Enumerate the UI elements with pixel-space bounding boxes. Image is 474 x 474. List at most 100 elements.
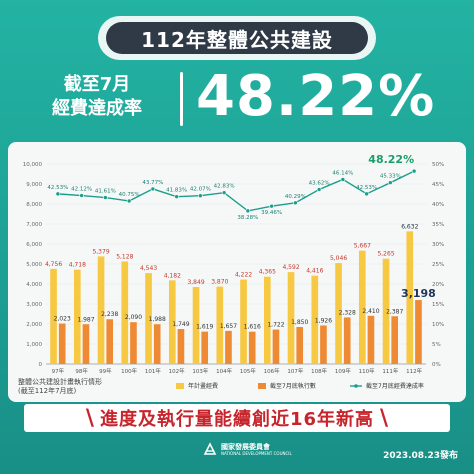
left-tick-label: 9,000 [26, 182, 42, 188]
rate-point [411, 168, 417, 174]
bar-executed [320, 325, 327, 364]
x-tick-label: 98年 [75, 367, 88, 375]
executed-value-label: 3,198 [401, 287, 436, 300]
rate-value-label: 40.29% [285, 194, 306, 200]
bar-executed [201, 331, 209, 364]
rate-point [198, 193, 203, 199]
legend-label: 年計畫經費 [188, 382, 218, 390]
planned-value-label: 4,543 [140, 265, 157, 272]
rate-point [269, 203, 274, 209]
planned-value-label: 6,632 [401, 223, 418, 230]
left-tick-label: 4,000 [26, 282, 42, 288]
executed-value-label: 1,988 [149, 316, 166, 323]
rate-value-label: 38.28% [237, 215, 258, 221]
planned-value-label: 4,182 [164, 272, 181, 279]
subtitle-line1: 截至7月 [63, 74, 131, 95]
bar-planned [240, 279, 247, 364]
rate-point [293, 200, 298, 206]
planned-value-label: 4,365 [259, 269, 276, 276]
rate-point [221, 190, 227, 195]
executed-value-label: 1,657 [220, 323, 237, 330]
planned-value-label: 4,222 [235, 272, 252, 279]
x-tick-label: 99年 [99, 367, 112, 375]
planned-value-label: 4,756 [45, 261, 62, 268]
executed-value-label: 1,619 [196, 324, 213, 331]
planned-value-label: 5,128 [116, 253, 133, 260]
planned-value-label: 3,849 [187, 279, 204, 286]
rate-value-label: 42.53% [47, 185, 68, 191]
bar-planned [192, 287, 200, 364]
org-name: 國家發展委員會 [221, 442, 270, 451]
planned-value-label: 3,870 [211, 279, 228, 286]
x-tick-label: 102年 [169, 367, 185, 375]
rate-value-label: 43.62% [309, 181, 330, 187]
x-tick-label: 103年 [192, 367, 208, 375]
right-tick-label: 35% [432, 222, 444, 228]
bar-planned [311, 275, 319, 364]
subtitle: 截至7月 經費達成率 [22, 73, 172, 121]
note-line2: (截至112年7月底) [18, 387, 77, 395]
rate-value-label: 48.22% [368, 153, 414, 166]
left-tick-label: 1,000 [26, 342, 42, 348]
planned-value-label: 4,718 [69, 262, 86, 269]
banner-left-mark: \ [85, 405, 94, 431]
bar-executed [106, 319, 114, 364]
rate-value-label: 41.83% [166, 188, 187, 194]
planned-value-label: 5,379 [92, 248, 109, 255]
rate-point [388, 180, 393, 185]
rate-line [57, 170, 415, 212]
bar-executed [391, 316, 399, 364]
x-tick-label: 106年 [264, 367, 280, 375]
legend-swatch-planned [176, 383, 184, 389]
x-tick-label: 109年 [335, 367, 351, 375]
rate-point [55, 191, 61, 197]
org-name-en: NATIONAL DEVELOPMENT COUNCIL [221, 450, 292, 456]
executed-value-label: 2,023 [54, 316, 71, 323]
x-tick-label: 112年 [406, 367, 422, 375]
rate-point [245, 208, 251, 214]
executed-value-label: 2,328 [339, 309, 356, 316]
x-tick-label: 108年 [311, 367, 327, 375]
left-tick-label: 3,000 [26, 302, 42, 308]
rate-value-label: 42.07% [190, 187, 211, 193]
right-tick-label: 50% [432, 162, 444, 168]
note-line1: 整體公共建設計畫執行情形 [18, 378, 102, 386]
divider [180, 72, 183, 126]
bar-executed [153, 324, 161, 364]
x-tick-label: 100年 [121, 367, 137, 375]
executed-value-label: 2,387 [386, 308, 403, 315]
left-tick-label: 0 [39, 362, 43, 368]
right-tick-label: 5% [432, 342, 441, 348]
bar-planned [97, 256, 105, 364]
title-inner: 112年整體公共建設 [106, 22, 368, 54]
legend-swatch-executed [258, 383, 266, 389]
right-tick-label: 20% [432, 282, 444, 288]
bar-executed [58, 323, 66, 364]
org-logo: 國家發展委員會 NATIONAL DEVELOPMENT COUNCIL [203, 442, 292, 456]
bar-planned [406, 231, 414, 364]
banner-right-mark: \ [380, 405, 389, 431]
bar-planned [263, 276, 271, 364]
legend-label: 截至7月底經費達成率 [366, 382, 424, 390]
bar-executed [272, 329, 280, 364]
bar-planned [73, 269, 81, 364]
x-tick-label: 101年 [145, 367, 161, 375]
bar-planned [121, 261, 129, 364]
bar-planned [168, 280, 176, 364]
planned-value-label: 4,592 [282, 264, 299, 271]
legend-label: 截至7月底執行數 [270, 382, 316, 390]
bar-executed [296, 327, 304, 364]
bar-planned [145, 273, 152, 364]
bar-executed [415, 300, 422, 364]
x-tick-label: 107年 [287, 367, 303, 375]
right-tick-label: 25% [432, 262, 444, 268]
bar-executed [130, 322, 137, 364]
rate-point [316, 187, 322, 192]
headline-value: 48.22% [196, 64, 436, 129]
bar-planned [358, 250, 366, 364]
bar-planned [50, 268, 57, 364]
rate-value-label: 45.33% [380, 174, 401, 180]
page-title: 112年整體公共建設 [141, 27, 333, 52]
executed-value-label: 1,749 [172, 321, 189, 328]
executed-value-label: 2,410 [362, 308, 379, 315]
